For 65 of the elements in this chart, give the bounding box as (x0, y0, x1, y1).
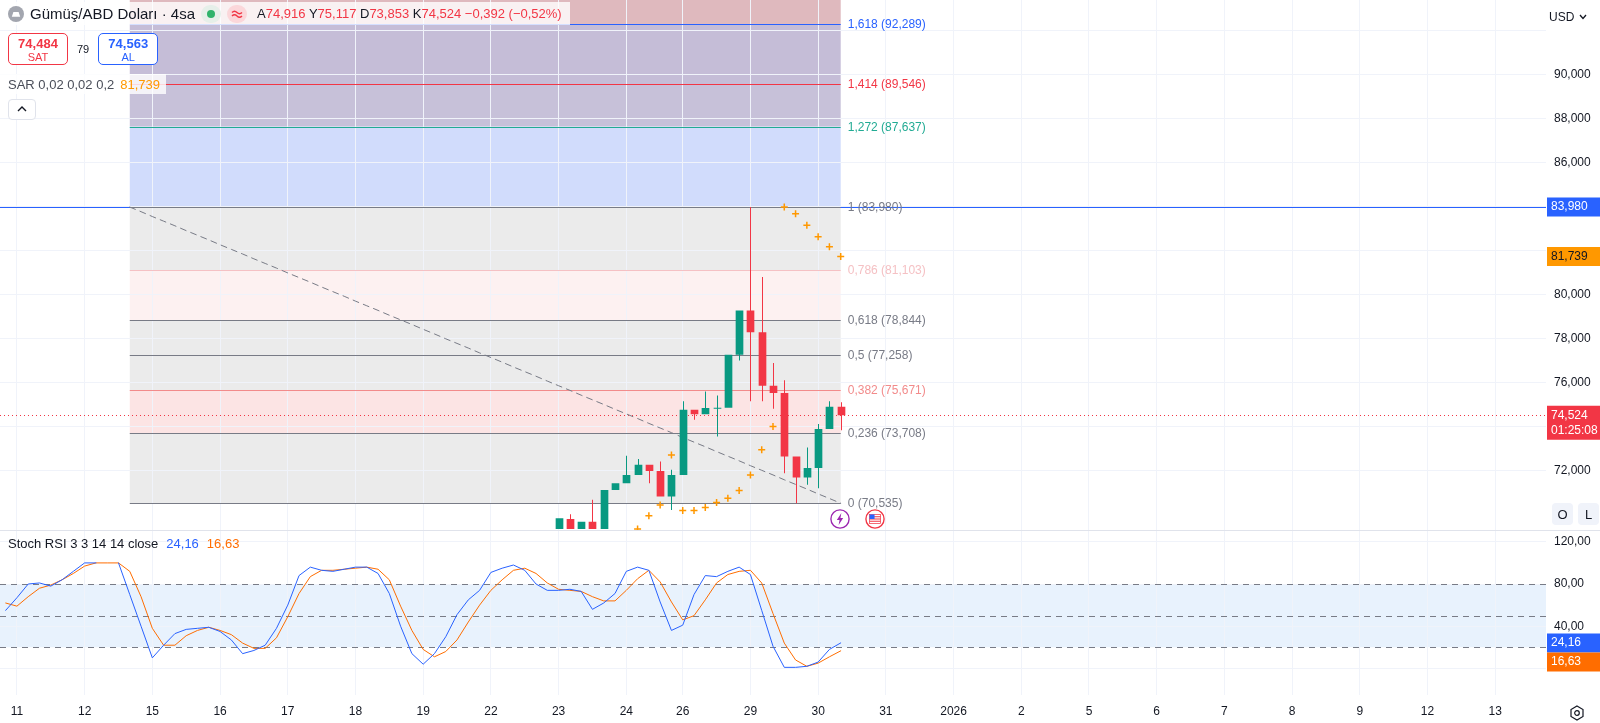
text: Stoch RSI 3 3 14 14 close (8, 536, 159, 551)
x-tick-label: 5 (1085, 703, 1093, 718)
text: A74,916 Y75,117 D73,853 K74,524 −0,392 (−0,52%) (257, 6, 562, 21)
y-tick-label: 72,000 (1554, 463, 1592, 478)
ref-line-label: 83,980 (1551, 199, 1589, 214)
buy-button: 74,563 AL (98, 33, 159, 65)
annotation: 81,739 (120, 76, 161, 92)
annotation: 24,16 (166, 536, 199, 551)
y-tick-label: 90,000 (1554, 66, 1592, 81)
ref-line-label: 1,272 (87,637) (847, 119, 926, 134)
y-tick-label: 80,000 (1554, 287, 1592, 302)
x-tick-label: 12 (77, 703, 92, 718)
chart-title: Gümüş/ABD Doları · 4sa (30, 5, 196, 22)
x-tick-label: 13 (1488, 703, 1503, 718)
text: 24,16 (1551, 635, 1582, 650)
annotation: 74,563 (107, 36, 150, 51)
x-tick-label: 2 (1017, 703, 1025, 718)
x-tick-label: 26 (676, 703, 690, 718)
x-tick-label: 2026 (940, 703, 968, 718)
x-tick-label: 15 (145, 703, 160, 718)
y-tick-label: 120,00 (1554, 534, 1592, 549)
ref-line-label: 0,5 (77,258) (847, 347, 913, 362)
text: 01:25:08 (1551, 422, 1599, 437)
y-tick-label: 76,000 (1554, 375, 1592, 390)
annotation: SAR 0,02 0,02 0,2 (8, 76, 115, 92)
x-tick-label: 8 (1288, 703, 1296, 718)
x-tick-label: 17 (281, 703, 295, 718)
ref-line-label: 1,618 (92,289) (847, 16, 926, 31)
ref-line-label: 74,524 (1551, 407, 1589, 422)
toggle-button: L (1578, 503, 1599, 525)
x-tick-label: 18 (348, 703, 363, 718)
text: 16,63 (1551, 654, 1582, 669)
x-tick-label: 19 (416, 703, 431, 718)
ref-line-label: 0,618 (78,844) (847, 312, 926, 327)
y-tick-label: 78,000 (1554, 331, 1592, 346)
x-tick-label: 30 (811, 703, 826, 718)
annotation: 16,63 (206, 536, 240, 551)
x-tick-label: 12 (1420, 703, 1435, 718)
x-tick-label: 24 (619, 703, 634, 718)
ref-line-label: 0 (70,535) (847, 495, 903, 510)
y-tick-label: 80,00 (1554, 576, 1585, 591)
x-tick-label: 22 (484, 703, 498, 718)
x-tick-label: 23 (551, 703, 566, 718)
x-tick-label: 6 (1153, 703, 1161, 718)
ref-line-label: 0,382 (75,671) (847, 382, 926, 397)
ref-line-label: 0,786 (81,103) (847, 262, 926, 277)
y-tick-label: 88,000 (1554, 110, 1592, 125)
annotation: AL (120, 51, 136, 63)
sell-button: 74,484 SAT (8, 33, 68, 65)
x-tick-label: 29 (743, 703, 758, 718)
x-tick-label: 31 (879, 703, 893, 718)
x-tick-label: 9 (1356, 703, 1364, 718)
toggle-button: O (1552, 503, 1573, 525)
ref-line-label: 1,414 (89,546) (847, 76, 926, 91)
y-tick-label: 40,00 (1554, 618, 1585, 633)
annotation: SAT (26, 51, 50, 63)
text: 81,739 (1551, 248, 1589, 263)
annotation: 79 (77, 43, 90, 55)
y-tick-label: 86,000 (1554, 154, 1592, 169)
x-tick-label: 7 (1221, 703, 1229, 718)
x-tick-label: 11 (10, 703, 24, 718)
x-tick-label: 16 (213, 703, 228, 718)
ref-line-label: 0,236 (73,708) (847, 425, 926, 440)
text: USD (1549, 10, 1575, 24)
annotation: 74,484 (17, 36, 59, 51)
